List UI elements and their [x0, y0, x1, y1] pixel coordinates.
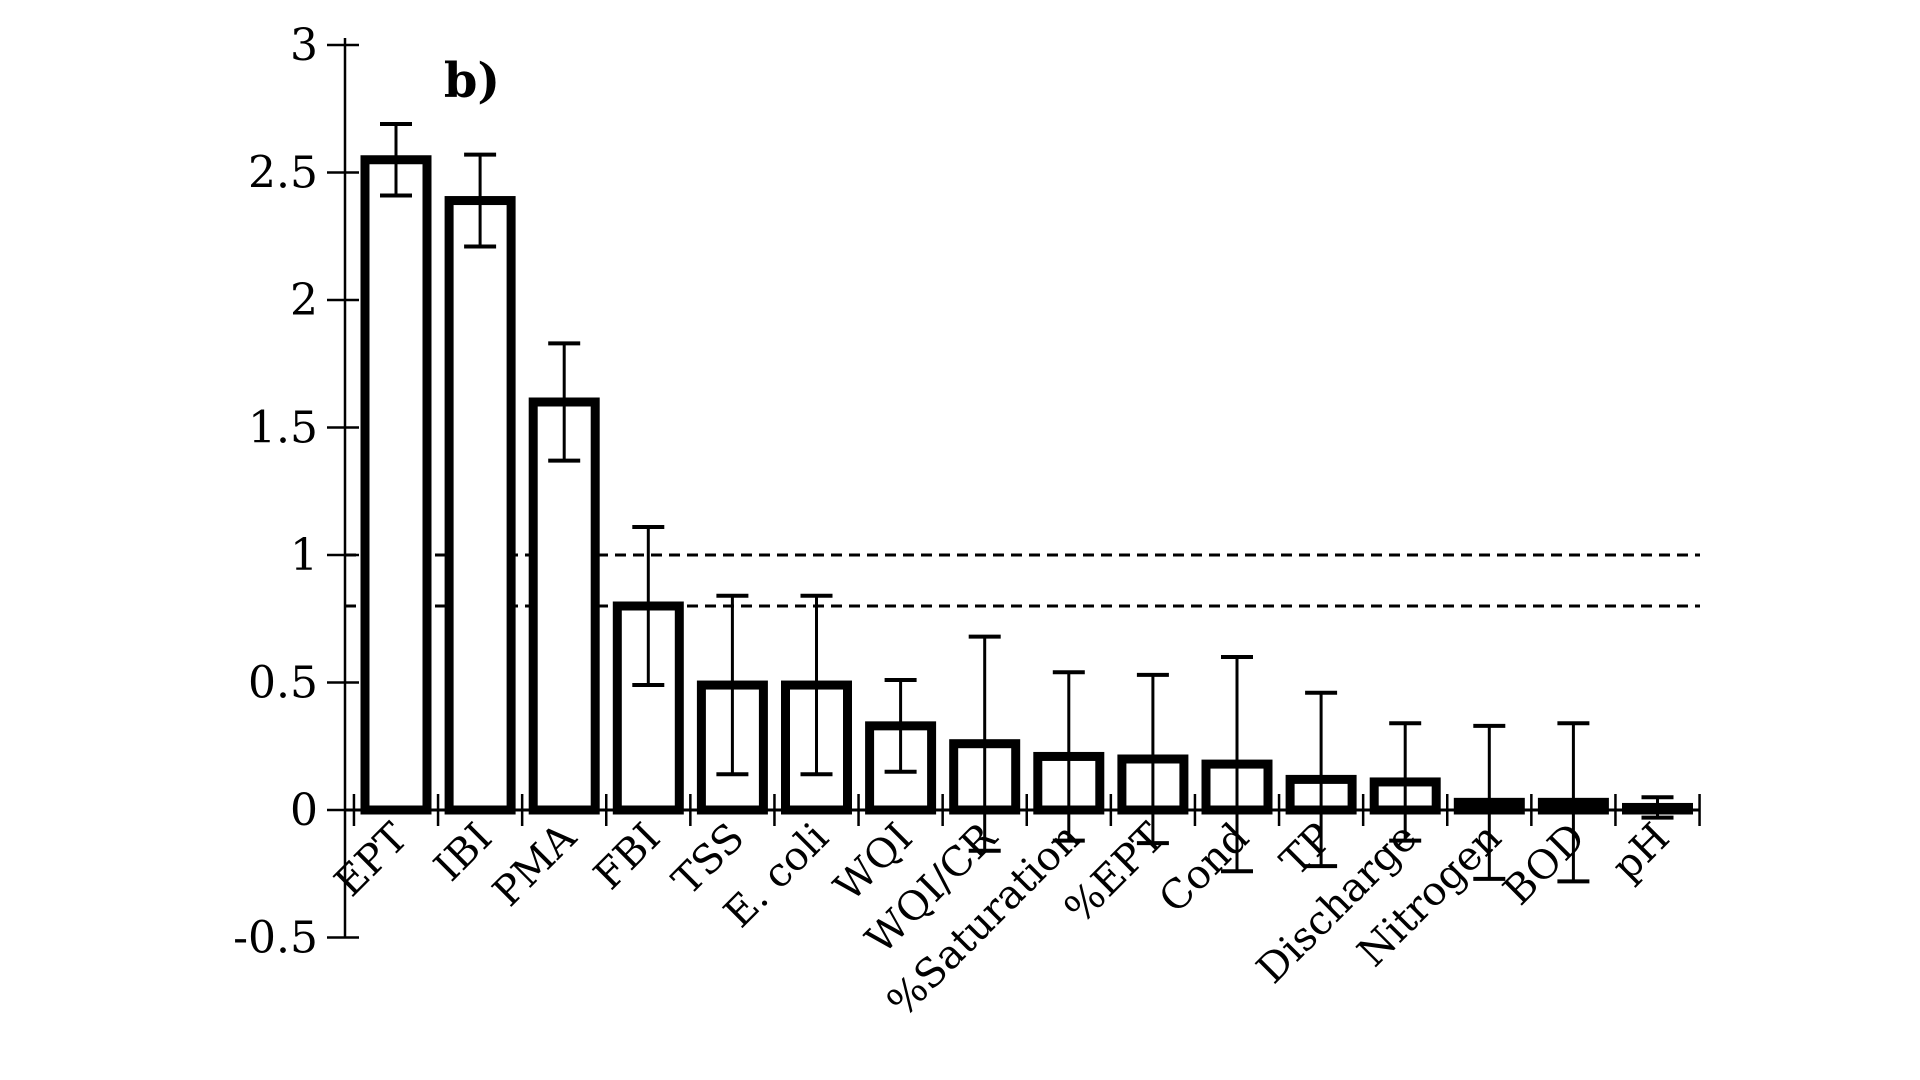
error-bars-layer — [380, 122, 1674, 884]
y-tick-label: 0 — [290, 785, 318, 836]
bar-PMA — [528, 397, 600, 815]
y-tick-label: 2.5 — [248, 148, 318, 199]
y-tick-label: 1.5 — [248, 403, 318, 454]
y-tick-label: 1 — [290, 530, 318, 581]
y-tick-label: 0.5 — [248, 658, 318, 709]
bar-IBI — [444, 196, 516, 815]
bar-EPT — [360, 155, 432, 815]
y-tick-label: 2 — [290, 275, 318, 326]
y-tick-label: -0.5 — [233, 913, 318, 964]
y-tick-label: 3 — [290, 20, 318, 71]
panel-label: b) — [444, 53, 500, 109]
